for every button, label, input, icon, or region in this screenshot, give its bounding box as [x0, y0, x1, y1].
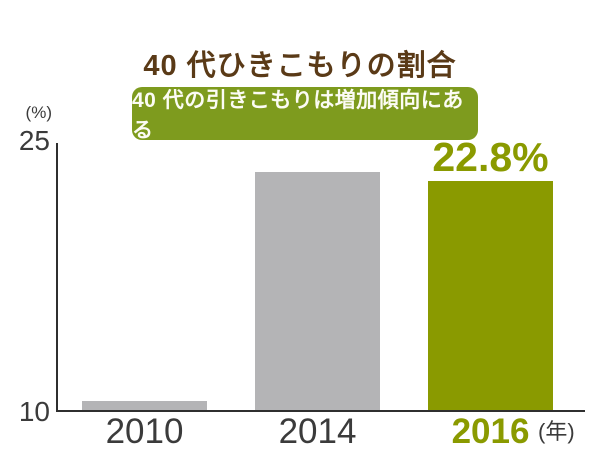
bar-2010 [82, 401, 207, 410]
x-tick-2010: 2010 [105, 412, 184, 450]
x-tick-2016: 2016 [451, 412, 530, 450]
x-axis-line [56, 410, 585, 412]
page-title: 40 代ひきこもりの割合 [143, 50, 457, 82]
bar-2014 [255, 172, 380, 410]
x-tick-2014: 2014 [278, 412, 357, 450]
y-axis-line [56, 143, 58, 412]
bar-2016 [428, 181, 553, 410]
value-label-2016: 22.8% [432, 134, 549, 180]
y-axis-unit-label: (%) [25, 103, 52, 122]
callout-badge: 40 代の引きこもりは増加傾向にある [132, 87, 478, 142]
y-tick-25: 25 [18, 125, 50, 156]
y-tick-10: 10 [18, 396, 50, 427]
x-axis-unit-label: (年) [538, 419, 575, 444]
callout-badge-text: 40 代の引きこもりは増加傾向にある [132, 88, 464, 142]
